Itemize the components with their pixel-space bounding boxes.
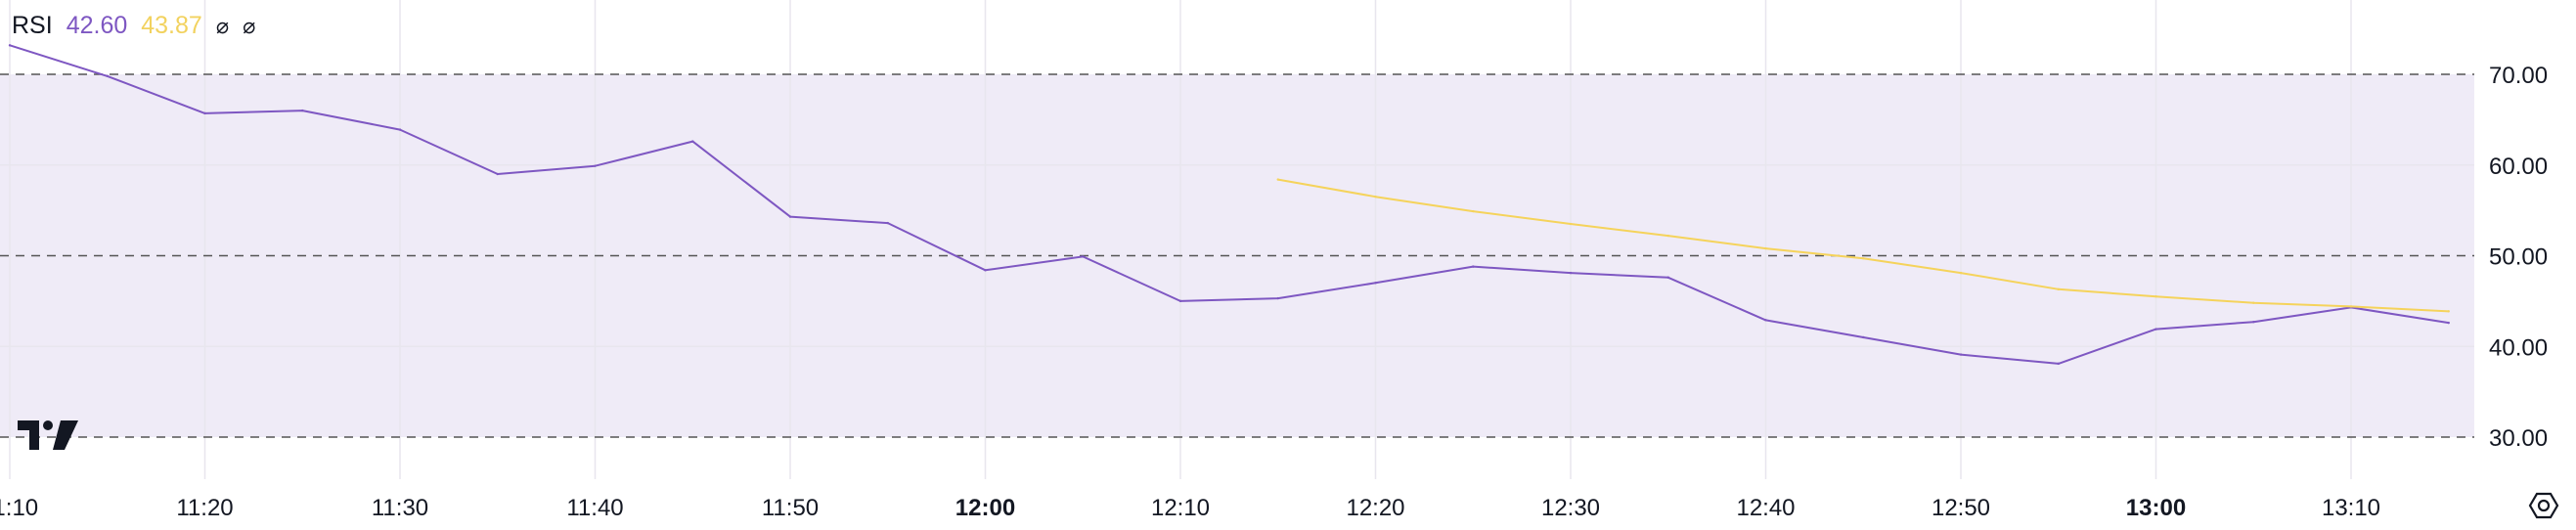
data-point-rsi (203, 111, 206, 115)
data-point-rsi (1862, 335, 1865, 339)
data-point-rsi (106, 74, 109, 78)
data-point-rsi (788, 215, 792, 218)
x-tick-label: 11:20 (176, 495, 233, 521)
data-point-ma (1569, 222, 1573, 226)
x-tick-label: 11:10 (0, 495, 38, 521)
data-point-rsi (1764, 319, 1767, 322)
data-point-rsi (1276, 296, 1279, 300)
data-point-ma (2154, 295, 2157, 298)
data-point-rsi (691, 140, 694, 143)
x-tick-label: 12:00 (955, 495, 1015, 521)
x-tick-label: 11:40 (566, 495, 623, 521)
data-point-ma (1764, 246, 1767, 250)
x-tick-label: 12:20 (1346, 495, 1404, 521)
data-point-rsi (1178, 299, 1182, 303)
x-tick-label: 11:50 (762, 495, 819, 521)
data-point-rsi (2057, 362, 2060, 366)
y-tick-label: 70.00 (2489, 63, 2548, 89)
data-point-rsi (2154, 328, 2157, 331)
data-point-rsi (1472, 265, 1475, 268)
data-point-ma (1862, 257, 1865, 260)
empty-set-icon: ⌀ (215, 13, 230, 38)
data-point-ma (2447, 310, 2450, 313)
settings-gear-icon[interactable] (2528, 492, 2559, 519)
y-tick-label: 60.00 (2489, 154, 2548, 180)
data-point-rsi (2252, 321, 2255, 324)
data-point-ma (2349, 305, 2353, 308)
x-tick-label: 11:30 (372, 495, 428, 521)
data-point-rsi (8, 44, 12, 47)
data-point-rsi (301, 109, 304, 112)
data-point-ma (1959, 271, 1963, 275)
x-tick-label: 13:00 (2126, 495, 2186, 521)
x-tick-label: 13:10 (2322, 495, 2380, 521)
data-point-rsi (1666, 276, 1669, 279)
data-point-rsi (1374, 282, 1377, 285)
x-tick-label: 12:50 (1932, 495, 1990, 521)
rsi-ma-value: 43.87 (141, 12, 202, 39)
data-point-ma (2252, 301, 2255, 304)
series-line-rsi (9, 44, 2449, 365)
data-point-rsi (1082, 255, 1085, 258)
series (8, 44, 2450, 366)
data-point-ma (1374, 196, 1377, 199)
indicator-legend[interactable]: RSI 42.60 43.87 ⌀ ⌀ (12, 12, 255, 40)
y-tick-label: 50.00 (2489, 244, 2548, 271)
data-point-ma (2057, 287, 2060, 291)
rsi-value: 42.60 (66, 12, 128, 39)
empty-set-icon: ⌀ (243, 13, 256, 38)
data-point-rsi (1569, 271, 1573, 275)
tradingview-logo[interactable] (18, 420, 78, 450)
grid (0, 0, 2474, 479)
y-tick-label: 40.00 (2489, 334, 2548, 361)
x-tick-label: 12:30 (1541, 495, 1600, 521)
time-scale[interactable]: 11:10 11:20 11:30 11:40 11:50 12:00 12:10 12:20… (0, 495, 2380, 521)
data-point-ma (1276, 178, 1279, 181)
data-point-rsi (496, 172, 499, 176)
data-point-ma (1666, 234, 1669, 238)
price-scale[interactable]: 30.00 40.00 50.00 60.00 70.00 (2489, 63, 2548, 452)
x-tick-label: 12:10 (1151, 495, 1210, 521)
data-point-rsi (1959, 353, 1963, 356)
data-point-rsi (2447, 321, 2450, 325)
data-point-rsi (398, 128, 402, 131)
x-tick-label: 12:40 (1736, 495, 1795, 521)
y-tick-label: 30.00 (2489, 425, 2548, 452)
data-point-rsi (886, 221, 889, 225)
indicator-title: RSI (12, 12, 53, 39)
data-point-rsi (984, 269, 987, 272)
data-point-ma (1472, 209, 1475, 213)
data-point-rsi (594, 164, 597, 167)
